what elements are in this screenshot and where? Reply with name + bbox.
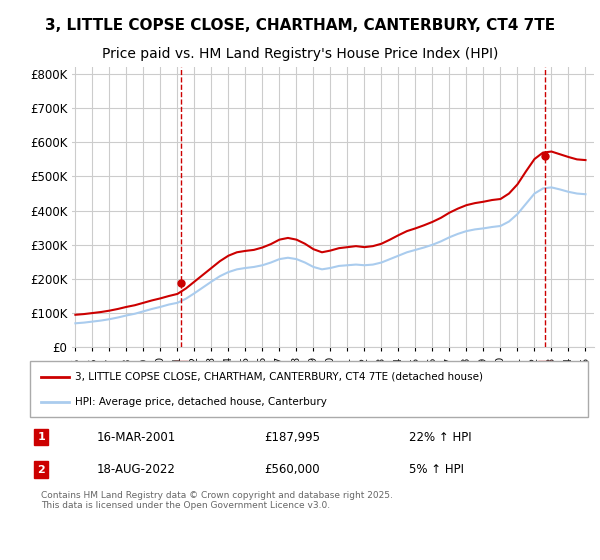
Text: £187,995: £187,995 <box>265 431 320 444</box>
FancyBboxPatch shape <box>30 361 588 417</box>
Text: 3, LITTLE COPSE CLOSE, CHARTHAM, CANTERBURY, CT4 7TE (detached house): 3, LITTLE COPSE CLOSE, CHARTHAM, CANTERB… <box>74 372 482 382</box>
Text: 1: 1 <box>37 432 45 442</box>
Text: 16-MAR-2001: 16-MAR-2001 <box>97 431 176 444</box>
Text: 1: 1 <box>177 365 185 375</box>
Text: Price paid vs. HM Land Registry's House Price Index (HPI): Price paid vs. HM Land Registry's House … <box>102 48 498 62</box>
Text: 2: 2 <box>541 365 549 375</box>
Text: 5% ↑ HPI: 5% ↑ HPI <box>409 463 464 476</box>
Text: 18-AUG-2022: 18-AUG-2022 <box>97 463 176 476</box>
Text: Contains HM Land Registry data © Crown copyright and database right 2025.
This d: Contains HM Land Registry data © Crown c… <box>41 491 393 511</box>
Text: 2: 2 <box>37 464 45 474</box>
Text: HPI: Average price, detached house, Canterbury: HPI: Average price, detached house, Cant… <box>74 396 326 407</box>
Text: 22% ↑ HPI: 22% ↑ HPI <box>409 431 472 444</box>
Text: 3, LITTLE COPSE CLOSE, CHARTHAM, CANTERBURY, CT4 7TE: 3, LITTLE COPSE CLOSE, CHARTHAM, CANTERB… <box>45 18 555 33</box>
Text: £560,000: £560,000 <box>265 463 320 476</box>
